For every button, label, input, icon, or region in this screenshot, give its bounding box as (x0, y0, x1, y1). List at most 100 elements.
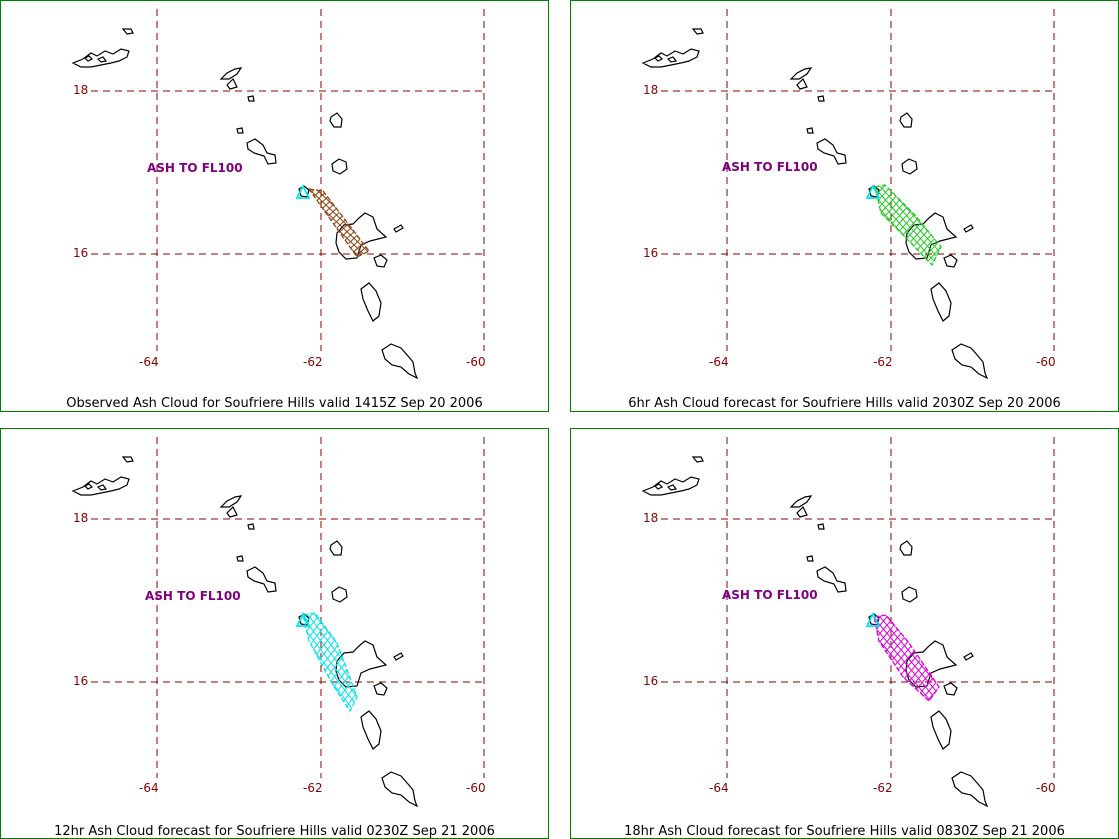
hatch-line (791, 611, 871, 705)
hatch-line (996, 183, 1076, 271)
hatch-line (786, 183, 866, 271)
hatch-line (424, 611, 504, 715)
hatch-line (193, 611, 273, 715)
hatch-line (1001, 611, 1081, 705)
hatch-line (179, 611, 259, 715)
hatch-line (1008, 611, 1088, 705)
marie-galante-coast (943, 682, 958, 696)
lon-label-64: -64 (709, 781, 729, 795)
hatch-line (875, 185, 909, 265)
hatch-line (959, 611, 1039, 705)
hatch-line (918, 185, 941, 265)
hatch-line (875, 185, 902, 265)
hatch-line (375, 611, 455, 715)
lat-label-18: 18 (643, 511, 659, 525)
hatch-line (925, 185, 941, 265)
hatch-line (405, 187, 485, 263)
hatch-line (410, 611, 490, 715)
hatch-line (403, 611, 483, 715)
coastlines (641, 28, 989, 380)
hatch-line (874, 615, 879, 701)
hatch-line (223, 187, 303, 263)
st-kitts-coast (816, 138, 847, 165)
hatch-line (431, 611, 511, 715)
hatch-line (309, 189, 369, 257)
hatch-line (309, 189, 325, 257)
st-barts-coast (247, 95, 255, 102)
hatch-line (445, 611, 525, 715)
lon-label-60: -60 (1036, 355, 1056, 369)
hatch-line (980, 611, 1060, 705)
ash-plume-outline (307, 188, 370, 258)
ash-level-label: ASH TO FL100 (722, 588, 818, 602)
guadeloupe-coast (905, 212, 958, 260)
lon-label-62: -62 (303, 781, 323, 795)
hatch-line (223, 187, 303, 263)
dominica-coast (930, 282, 952, 322)
hatch-line (438, 611, 518, 715)
panel-caption: 6hr Ash Cloud forecast for Soufriere Hil… (628, 396, 1061, 411)
hatch-line (214, 611, 294, 715)
hatch-line (874, 615, 900, 701)
hatch-line (945, 611, 1025, 705)
hatch-line (303, 613, 330, 711)
hatch-line (445, 611, 525, 715)
map-panel-12hr: ASH TO FL100 18 16 -64 -62 -60 12hr Ash … (0, 428, 549, 839)
hatch-line (438, 611, 518, 715)
dominica-coast (360, 282, 382, 322)
barbuda-coast (331, 158, 348, 175)
map-canvas (71, 437, 525, 808)
hatch-line (419, 187, 499, 263)
hatch-line (195, 187, 275, 263)
hatch-line (973, 611, 1053, 705)
saba-coast (806, 555, 814, 562)
ash-plume-outline (302, 612, 358, 713)
hatch-line (200, 611, 280, 715)
virgin-islands-east-coast (691, 456, 704, 463)
hatch-line (1010, 183, 1090, 271)
hatch-line (186, 611, 266, 715)
panel-caption: Observed Ash Cloud for Soufriere Hills v… (66, 396, 483, 411)
hatch-line (982, 183, 1062, 271)
hatch-line (370, 187, 450, 263)
hatch-line (181, 187, 261, 263)
hatch-line (216, 187, 296, 263)
anguilla-coast (219, 495, 243, 508)
hatch-line (939, 185, 941, 265)
marie-galante-coast (373, 254, 388, 268)
hatch-line (916, 615, 939, 701)
hatch-line (426, 187, 506, 263)
virgin-islands-coast (71, 476, 130, 496)
la-desirade-coast (963, 652, 974, 661)
hatch-line (1022, 611, 1102, 705)
hatch-line (784, 611, 864, 705)
hatch-line (763, 611, 843, 705)
hatch-line (361, 611, 441, 715)
hatch-line (777, 611, 857, 705)
hatch-line (207, 611, 287, 715)
saba-coast (236, 127, 244, 134)
hatch-line (309, 189, 325, 257)
lat-label-16: 16 (643, 674, 659, 688)
la-desirade-coast (393, 652, 404, 661)
volcano-marker-icon (865, 183, 881, 199)
hatch-line (193, 611, 273, 715)
hatch-line (980, 611, 1060, 705)
hatch-line (426, 187, 506, 263)
hatch-line (1017, 183, 1097, 271)
hatch-line (1024, 183, 1104, 271)
la-desirade-coast (963, 224, 974, 233)
hatch-line (353, 613, 357, 711)
hatch-line (793, 183, 873, 271)
hatch-line (353, 613, 357, 711)
hatch-line (930, 615, 939, 701)
hatch-line (1010, 183, 1090, 271)
volcano-marker-icon (295, 611, 311, 627)
lon-label-62: -62 (303, 355, 323, 369)
hatch-line (772, 183, 852, 271)
hatch-line (925, 185, 941, 265)
hatch-line (375, 611, 455, 715)
hatch-line (1015, 611, 1095, 705)
saba-coast (806, 127, 814, 134)
hatch-line (975, 183, 1055, 271)
